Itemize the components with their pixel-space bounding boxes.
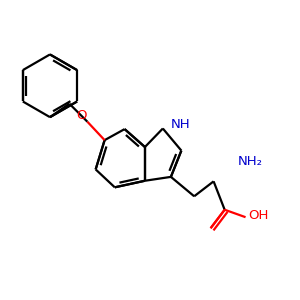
Text: NH: NH [170, 118, 190, 131]
Text: O: O [77, 109, 87, 122]
Text: OH: OH [248, 209, 268, 222]
Text: NH₂: NH₂ [238, 155, 263, 168]
